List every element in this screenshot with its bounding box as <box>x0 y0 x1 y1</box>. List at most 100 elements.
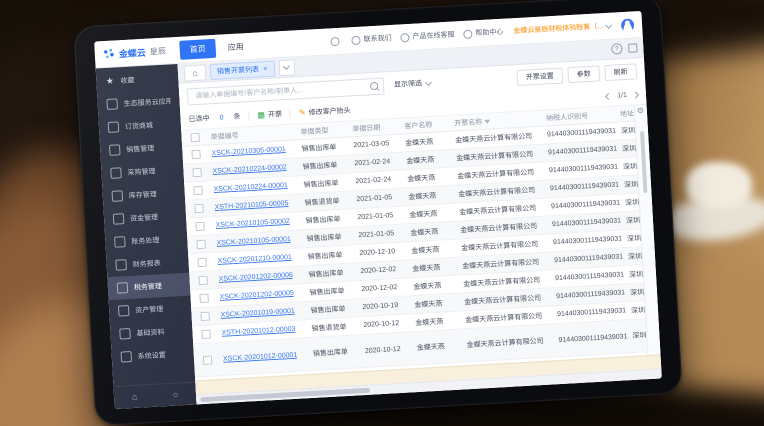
user-avatar[interactable] <box>620 17 635 32</box>
toolbar-button[interactable]: 参数 <box>567 65 601 84</box>
document-link[interactable]: XSCK-20210224-00002 <box>212 164 288 176</box>
row-checkbox[interactable] <box>193 203 204 214</box>
document-link[interactable]: XSTH-20201012-00003 <box>221 325 296 337</box>
toolbar-button[interactable]: 刷新 <box>604 63 638 82</box>
row-checkbox[interactable] <box>200 329 211 340</box>
document-link[interactable]: XSCK-20201210-00001 <box>217 253 293 266</box>
tab-dropdown[interactable] <box>278 58 296 76</box>
close-icon[interactable]: × <box>262 63 268 74</box>
nav-tab[interactable]: 首页 <box>179 38 217 60</box>
topbar-action-label: 帮助中心 <box>475 28 504 38</box>
document-link[interactable]: XSCK-20201019-00001 <box>220 307 296 319</box>
next-page-icon[interactable] <box>631 90 639 98</box>
invoice-title-cell: 金蝶天燕云计算有限公司 <box>463 276 541 288</box>
user-icon[interactable]: ○ <box>172 389 179 400</box>
row-checkbox[interactable] <box>197 275 208 286</box>
row-checkbox[interactable] <box>198 293 209 304</box>
modify-customer-title-button[interactable]: ✎ 修改客户抬头 <box>299 105 351 118</box>
row-checkbox-cell <box>185 203 211 214</box>
column-header[interactable]: 地址、电话 <box>617 108 635 119</box>
document-link[interactable]: XSTH-20210105-00005 <box>214 199 289 212</box>
search-input[interactable] <box>193 81 367 101</box>
help-icon[interactable]: ? <box>611 43 623 55</box>
topbar-action[interactable] <box>330 36 342 46</box>
document-link[interactable]: XSCK-20210105-00001 <box>216 235 292 248</box>
document-link[interactable]: XSCK-20210105-00002 <box>215 217 291 230</box>
home-icon[interactable]: ⌂ <box>131 391 138 403</box>
star-icon: ★ <box>105 76 115 86</box>
account-selector[interactable]: 金蝶云星辰财税体验账套（... <box>513 21 613 36</box>
row-checkbox-cell <box>187 239 213 250</box>
create-invoice-button[interactable]: ▦ 开票 <box>257 109 282 120</box>
sidebar-item-label: 基础资料 <box>136 328 165 338</box>
document-type-cell: 销售出库单 <box>306 233 342 243</box>
column-header-label: 开票名称 <box>454 118 483 128</box>
sidebar-item-label: 财务报表 <box>132 259 161 269</box>
chevron-down-icon <box>604 21 613 29</box>
column-header[interactable]: 开票名称 <box>451 113 543 128</box>
topbar-action[interactable]: 联系我们 <box>351 33 392 45</box>
fullscreen-icon[interactable] <box>628 43 638 53</box>
document-link[interactable]: XSCK-20201202-00006 <box>218 271 294 283</box>
headset-icon <box>400 32 410 42</box>
address-cell: 深圳市南山区科技南十二路... <box>624 196 640 207</box>
row-checkbox[interactable] <box>191 167 202 178</box>
document-type-cell: 销售出库单 <box>310 305 346 315</box>
vertical-scrollbar[interactable] <box>640 131 648 194</box>
app-logo[interactable]: 金蝶云 星辰 <box>103 44 167 60</box>
row-checkbox[interactable] <box>192 185 203 196</box>
document-date-cell: 2020-10-19 <box>362 302 399 312</box>
document-link[interactable]: XSCK-20210305-00001 <box>211 146 287 158</box>
address-cell: 深圳市南山区科技南十二路... <box>621 143 637 153</box>
sidebar-item-label: 销售管理 <box>126 144 155 154</box>
topbar-action[interactable]: 帮助中心 <box>463 27 504 39</box>
main-layout: ★ 收藏 生态服务云应用 订货商城 销售管理 采购管理 库存管理 资金管理 账务… <box>95 37 662 410</box>
select-all-checkbox[interactable] <box>189 132 200 143</box>
column-header[interactable]: 纳税人识别号 <box>543 109 617 123</box>
document-date-cell: 2020-10-12 <box>363 320 400 329</box>
logo-text: 金蝶云 <box>118 47 147 59</box>
column-header[interactable]: 单据日期 <box>349 121 401 134</box>
topbar-action[interactable]: 产品在线客服 <box>400 29 455 42</box>
tab-sales-invoice-list[interactable]: 销售开票列表 × <box>209 60 276 80</box>
customer-name-cell: 金蝶天燕 <box>405 138 434 147</box>
document-no-cell: XSCK-20210105-00001 <box>213 235 303 247</box>
toolbar-button-label: 参数 <box>576 70 591 79</box>
nav-tab[interactable]: 应用 <box>217 36 254 57</box>
tax-id-cell: 914403001119439031 <box>552 235 623 247</box>
row-checkbox[interactable] <box>196 257 207 268</box>
document-link[interactable]: XSCK-20201012-00001 <box>222 351 298 363</box>
search-icon[interactable] <box>369 81 379 91</box>
document-link[interactable]: XSCK-20201202-00005 <box>219 289 295 301</box>
row-checkbox[interactable] <box>194 221 205 232</box>
home-tab[interactable]: ⌂ <box>183 63 207 82</box>
document-no-cell: XSTH-20201012-00003 <box>218 325 308 337</box>
accounting-doc-icon <box>114 236 126 248</box>
row-checkbox[interactable] <box>202 355 212 365</box>
logo-dots-icon <box>104 48 114 59</box>
document-link[interactable]: XSCK-20210224-00001 <box>213 182 289 194</box>
tax-id-cell: 914403001119439031 <box>551 217 622 229</box>
column-header[interactable]: 客户名称 <box>401 118 451 131</box>
row-checkbox[interactable] <box>199 311 210 322</box>
gear-icon[interactable]: ⚙ <box>636 106 645 116</box>
invoice-title-cell: 金蝶天燕云计算有限公司 <box>458 186 536 198</box>
filter-funnel-icon[interactable] <box>484 119 491 124</box>
page-indicator: 1/1 <box>617 91 628 99</box>
column-header[interactable]: 单据编号 <box>207 127 297 142</box>
show-filter-button[interactable]: 显示筛选 <box>390 78 435 90</box>
invoice-title-cell: 金蝶天燕云计算有限公司 <box>466 337 544 350</box>
row-checkbox-cell <box>191 311 217 322</box>
prev-page-icon[interactable] <box>605 92 613 100</box>
row-checkbox[interactable] <box>195 239 206 250</box>
row-checkbox[interactable] <box>190 149 201 160</box>
address-cell: 深圳市南山区科技南十二路... <box>630 304 646 315</box>
column-header-label: 地址、电话 <box>619 108 635 118</box>
document-no-cell: XSCK-20201202-00006 <box>215 271 305 283</box>
tablet-device: 金蝶云 星辰 首页 应用 联系我们 产品在线客服 帮助中心 金蝶云星辰财税体验账… <box>73 0 683 426</box>
sidebar-item[interactable]: 系统设置 <box>111 342 194 370</box>
document-date-cell: 2020-12-02 <box>361 284 398 294</box>
document-no-cell: XSCK-20201210-00001 <box>214 253 304 265</box>
toolbar-button[interactable]: 开票设置 <box>516 67 564 87</box>
column-header[interactable]: 单据类型 <box>297 124 349 137</box>
